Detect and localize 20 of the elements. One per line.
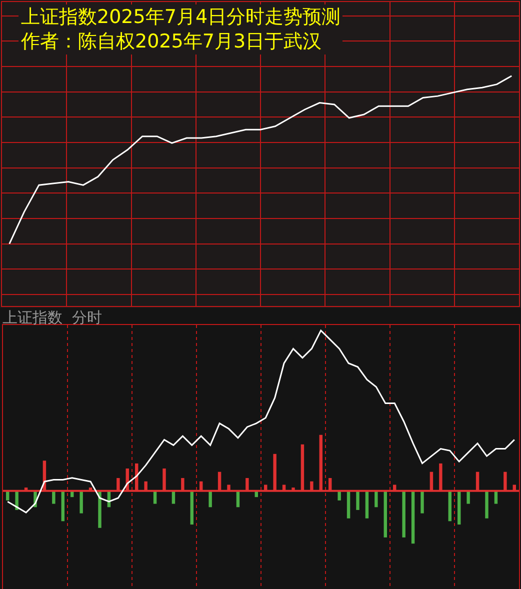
bar bbox=[98, 490, 102, 528]
bar bbox=[384, 490, 388, 538]
chart-title: 上证指数 分时 bbox=[2, 308, 102, 327]
bar bbox=[402, 490, 406, 538]
chart-subtitle: 作者：陈自权2025年7月3日于武汉 bbox=[20, 30, 322, 53]
bar bbox=[485, 490, 488, 518]
bar bbox=[420, 490, 424, 514]
bar bbox=[365, 490, 369, 518]
chart-title: 上证指数2025年7月4日分时走势预测 bbox=[21, 6, 341, 28]
bar bbox=[457, 490, 461, 525]
bar bbox=[208, 490, 212, 508]
bar bbox=[346, 490, 350, 518]
bar bbox=[190, 490, 194, 525]
bar bbox=[80, 490, 83, 514]
bar bbox=[356, 490, 360, 510]
bar bbox=[411, 490, 415, 544]
bar bbox=[52, 490, 56, 504]
bar bbox=[374, 490, 378, 508]
bar bbox=[338, 490, 341, 500]
bar bbox=[466, 490, 470, 504]
